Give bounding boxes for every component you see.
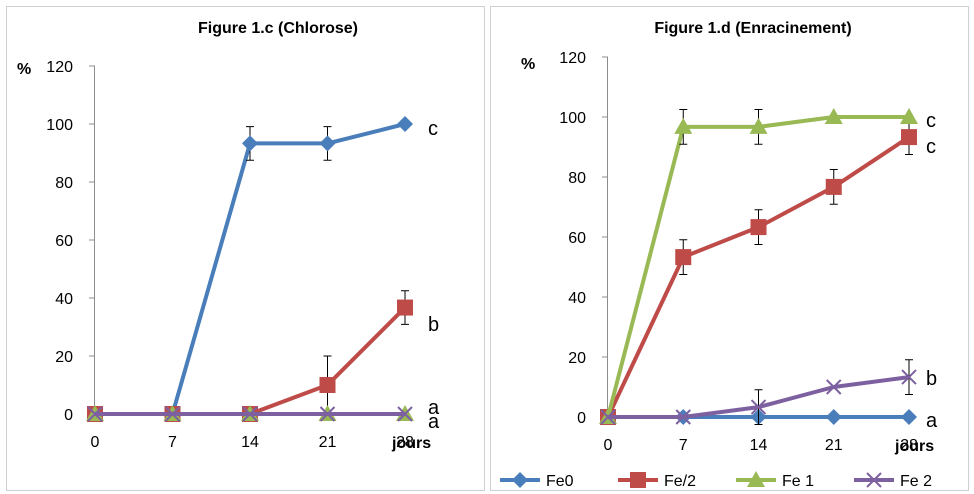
legend-marker-fe0: [512, 472, 528, 488]
data-point-fe-2: [319, 377, 336, 393]
y-tick-label: 80: [55, 175, 73, 192]
x-axis-label: jours: [391, 435, 431, 452]
data-point-fe-2: [600, 409, 616, 425]
x-tick-label: 7: [679, 437, 688, 454]
legend-item-fe-1: Fe 1: [736, 471, 814, 490]
data-point-fe-1: [674, 117, 693, 134]
data-point-fe-2: [825, 178, 842, 195]
y-tick-label: 120: [559, 50, 586, 67]
data-point-fe-2: [675, 409, 691, 425]
y-axis-label: %: [17, 61, 31, 78]
chart-panel-enracinement: Figure 1.d (Enracinement) 0 20 40 60 80 100 120…: [490, 6, 969, 491]
chart-panel-chlorose: Figure 1.c (Chlorose) 0 20 40 60 80 100 120 0 7 14…: [6, 6, 485, 491]
data-point-fe-1: [749, 117, 768, 134]
significance-letter: c: [428, 118, 438, 140]
y-tick-label: 60: [568, 230, 586, 247]
legend-marker-fe-2: [630, 472, 646, 488]
data-point-fe-2: [826, 379, 842, 395]
chart-title: Figure 1.c (Chlorose): [198, 20, 358, 37]
legend: Fe0 Fe/2 Fe 1 Fe 2: [500, 471, 932, 490]
significance-letter: a: [926, 410, 938, 432]
data-point-fe-1: [824, 108, 843, 124]
y-axis-label: %: [521, 56, 535, 73]
data-point-fe-2: [242, 406, 258, 422]
x-tick-label: 28: [396, 434, 414, 451]
legend-label: Fe0: [546, 473, 574, 490]
data-point-fe0: [242, 135, 258, 152]
legend-marker-fe-1: [747, 471, 765, 487]
data-point-fe-2: [901, 129, 917, 146]
chart-title: Figure 1.d (Enracinement): [654, 20, 851, 37]
legend-item-fe-2: Fe/2: [618, 472, 696, 490]
significance-letter: c: [926, 110, 936, 132]
y-tick-label: 0: [577, 410, 586, 427]
data-point-fe-2: [164, 406, 181, 422]
legend-label: Fe 2: [900, 473, 932, 490]
x-tick-label: 7: [168, 434, 177, 451]
data-point-fe0: [397, 116, 413, 132]
data-point-fe-2: [901, 369, 917, 385]
data-point-fe0: [901, 409, 917, 425]
data-point-fe-2: [319, 406, 336, 422]
x-tick-label: 0: [91, 434, 100, 451]
y-tick-label: 100: [46, 117, 73, 134]
y-tick-label: 20: [55, 349, 73, 366]
x-tick-label: 21: [319, 434, 337, 451]
legend-label: Fe 1: [782, 473, 814, 490]
y-tick-label: 20: [568, 350, 586, 367]
data-point-fe-2: [397, 406, 413, 422]
x-axis-label: jours: [894, 438, 934, 455]
x-tick-label: 28: [900, 437, 918, 454]
series-fe-2: [87, 406, 413, 422]
y-tick-label: 0: [64, 407, 73, 424]
significance-letter: a: [428, 411, 440, 433]
legend-label: Fe/2: [664, 473, 696, 490]
y-tick-label: 100: [559, 110, 586, 127]
legend-marker-fe-2: [866, 472, 882, 488]
x-tick-label: 0: [604, 437, 613, 454]
data-point-fe-2: [750, 219, 767, 236]
series-fe-1: [599, 108, 918, 424]
significance-letter: b: [926, 368, 937, 390]
y-tick-label: 120: [46, 59, 73, 76]
y-tick-label: 80: [568, 170, 586, 187]
x-tick-label: 14: [241, 434, 259, 451]
significance-letter: b: [428, 314, 439, 336]
y-tick-label: 40: [568, 290, 586, 307]
x-tick-label: 21: [825, 437, 843, 454]
data-point-fe-1: [900, 108, 918, 124]
data-point-fe-2: [675, 249, 692, 266]
legend-item-fe-2: Fe 2: [854, 472, 932, 490]
y-tick-label: 40: [55, 291, 73, 308]
y-tick-label: 60: [55, 233, 73, 250]
data-point-fe-2: [397, 299, 413, 316]
legend-item-fe0: Fe0: [500, 472, 574, 490]
series-fe-2: [600, 359, 917, 425]
data-point-fe0: [825, 409, 842, 425]
x-tick-label: 14: [750, 437, 768, 454]
data-point-fe0: [319, 135, 336, 152]
significance-letter: a: [428, 397, 440, 419]
significance-letter: c: [926, 136, 936, 158]
data-point-fe-2: [750, 399, 767, 415]
data-point-fe-2: [87, 406, 103, 422]
